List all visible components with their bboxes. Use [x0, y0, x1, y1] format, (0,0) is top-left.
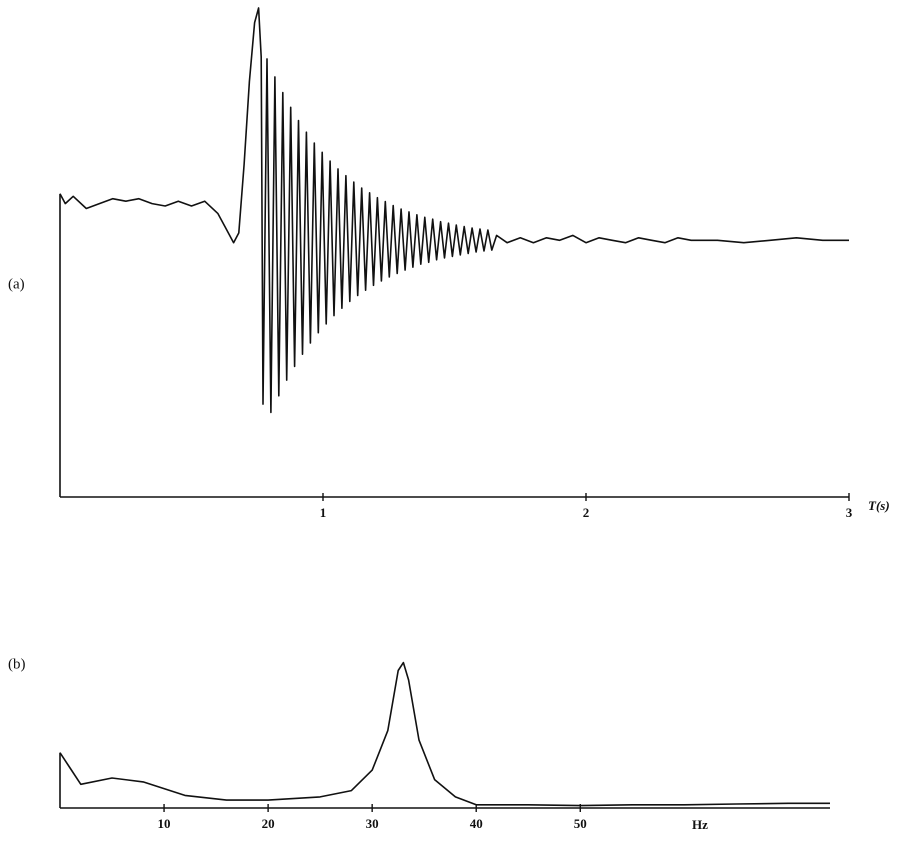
x-tick-label: 2 [583, 505, 590, 520]
x-tick-label: 50 [574, 816, 587, 831]
x-tick-label: 10 [158, 816, 171, 831]
x-tick-label: 40 [470, 816, 483, 831]
signal-line [59, 661, 830, 807]
x-tick-label: 3 [846, 505, 853, 520]
x-tick-label: 30 [366, 816, 379, 831]
x-tick-label: 1 [320, 505, 327, 520]
signal-line [59, 7, 849, 414]
panel-label: (a) [8, 276, 25, 292]
x-axis-label: T(s) [868, 498, 890, 513]
x-tick-label: 20 [262, 816, 275, 831]
panel-label: (b) [8, 656, 26, 672]
x-axis-label: Hz [692, 817, 708, 832]
